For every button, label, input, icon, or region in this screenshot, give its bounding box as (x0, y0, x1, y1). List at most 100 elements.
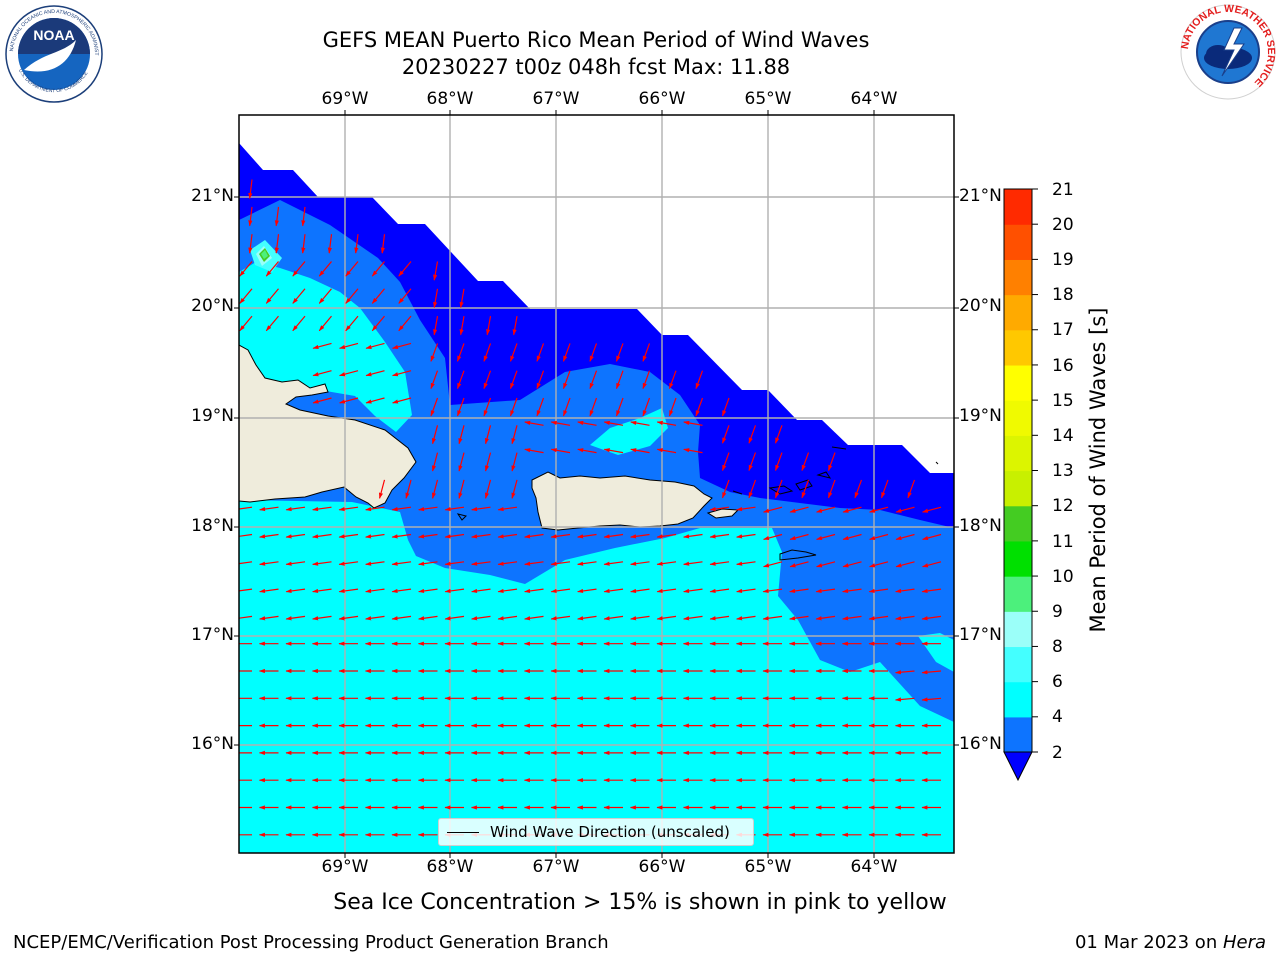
wind-wave-arrow (736, 615, 756, 621)
colorbar-segment (1004, 294, 1032, 331)
wind-wave-arrow (365, 506, 385, 512)
wind-wave-arrow (603, 420, 624, 426)
land-puerto-rico (531, 471, 713, 531)
wind-wave-arrow (239, 261, 253, 277)
wind-wave-arrow (483, 343, 492, 362)
wind-wave-arrow (285, 615, 306, 621)
lon-label-top: 67°W (532, 89, 580, 109)
wind-wave-arrow (524, 588, 544, 594)
wind-wave-arrow (709, 588, 730, 594)
wind-wave-arrow (371, 261, 385, 277)
wind-wave-arrow (345, 261, 359, 277)
wind-wave-arrow (339, 370, 359, 377)
wind-wave-arrow (248, 234, 253, 254)
lat-label-left: 16°N (191, 734, 234, 754)
wind-wave-arrow (371, 288, 385, 304)
wind-wave-arrow (695, 370, 704, 390)
wind-wave-arrow (312, 588, 332, 594)
wind-wave-arrow (497, 533, 518, 539)
wind-wave-arrow (471, 533, 491, 539)
wind-wave-arrow (318, 288, 332, 304)
wind-wave-arrow (497, 561, 518, 566)
wind-wave-arrow (842, 615, 862, 621)
wind-wave-arrow (259, 533, 279, 539)
wind-wave-arrow (444, 533, 465, 539)
wind-wave-arrow (239, 533, 253, 537)
colorbar-tick-label: 16 (1052, 356, 1074, 376)
wind-wave-arrow (259, 506, 279, 512)
wind-wave-arrow (398, 261, 412, 277)
lon-label-top: 68°W (426, 89, 474, 109)
wind-wave-arrow (418, 588, 438, 594)
lon-label-top: 69°W (321, 89, 369, 109)
wind-wave-arrow (577, 448, 597, 454)
wind-wave-arrow (239, 561, 253, 565)
colorbar-under-arrow (1003, 751, 1033, 782)
wind-wave-arrow (433, 288, 439, 309)
colorbar-tick-label: 4 (1052, 707, 1063, 727)
wind-wave-arrow (721, 452, 730, 472)
wind-wave-arrow (365, 588, 385, 594)
colorbar-tick-label: 21 (1052, 180, 1074, 200)
wind-wave-arrow (239, 506, 253, 510)
wind-wave-arrow (285, 533, 306, 539)
wind-wave-arrow (816, 506, 836, 513)
wind-wave-arrow (259, 588, 279, 594)
wind-wave-arrow (444, 506, 465, 512)
wind-wave-arrow (763, 561, 783, 568)
wind-wave-arrow (615, 397, 624, 417)
wind-wave-arrow (248, 179, 253, 200)
wind-wave-arrow (774, 479, 783, 499)
lat-label-right: 17°N (959, 625, 1002, 645)
colorbar-tick-label: 9 (1052, 602, 1063, 622)
wind-wave-arrow (458, 452, 465, 472)
wind-wave-arrow (589, 370, 598, 390)
wind-wave-arrow (630, 533, 650, 539)
wind-wave-arrow (630, 588, 650, 594)
wind-wave-arrow (656, 615, 677, 621)
lat-label-right: 18°N (959, 516, 1002, 536)
wind-wave-arrow (509, 370, 518, 390)
wind-wave-arrow (550, 615, 571, 621)
wind-wave-arrow (392, 342, 412, 349)
wind-wave-arrow (471, 615, 491, 621)
lat-label-left: 18°N (191, 516, 234, 536)
wind-wave-arrow (721, 397, 730, 417)
wind-wave-arrow (339, 397, 359, 404)
wind-wave-arrow (683, 615, 703, 621)
wind-wave-arrow (577, 588, 597, 594)
wind-wave-arrow (301, 234, 306, 254)
wind-wave-arrow (562, 397, 571, 417)
wind-wave-arrow (721, 479, 730, 499)
wind-wave-arrow (895, 506, 915, 513)
wind-wave-arrow (789, 615, 809, 621)
wind-wave-arrow (577, 561, 597, 566)
sea-ice-note: Sea Ice Concentration > 15% is shown in … (333, 890, 947, 915)
wind-wave-arrow (239, 588, 253, 592)
wind-wave-arrow (921, 670, 942, 675)
wind-wave-arrow (456, 397, 465, 417)
colorbar-segment (1004, 681, 1032, 718)
wind-wave-arrow (511, 452, 518, 472)
lon-label-bottom: 68°W (426, 857, 474, 877)
wind-wave-arrow (709, 561, 730, 566)
contour-period-max-core (261, 250, 268, 259)
contour-period-4-6-south (239, 500, 954, 853)
wind-wave-arrow (562, 370, 571, 390)
wind-wave-arrow (456, 370, 465, 390)
wind-wave-arrow (907, 479, 916, 499)
footer-branch: NCEP/EMC/Verification Post Processing Pr… (13, 932, 609, 953)
wind-wave-arrow (683, 448, 703, 454)
wind-wave-arrow (312, 561, 332, 566)
map-subtitle: 20230227 t00z 048h fcst Max: 11.88 (401, 55, 791, 79)
wind-wave-arrow (683, 420, 703, 426)
wind-wave-arrow (239, 615, 253, 619)
colorbar-ticks (1032, 188, 1038, 753)
wind-wave-arrow (391, 506, 412, 512)
wind-wave-arrow (842, 533, 862, 541)
lon-label-bottom: 65°W (744, 857, 792, 877)
wind-wave-arrow (471, 506, 491, 512)
wind-wave-arrow (318, 261, 332, 277)
wind-wave-arrow (274, 206, 280, 227)
